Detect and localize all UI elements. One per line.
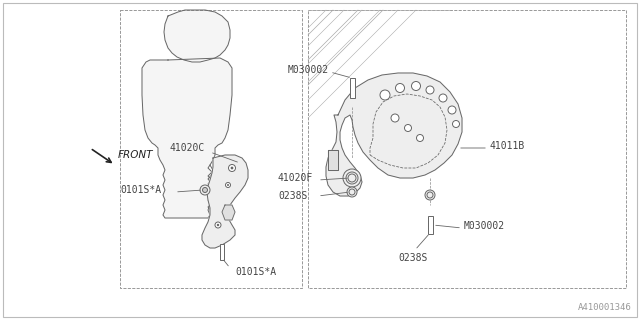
- Circle shape: [227, 184, 229, 186]
- Circle shape: [391, 114, 399, 122]
- Text: 0238S: 0238S: [278, 191, 307, 201]
- Circle shape: [404, 124, 412, 132]
- Circle shape: [230, 167, 234, 169]
- Polygon shape: [222, 205, 235, 220]
- Circle shape: [380, 90, 390, 100]
- Text: 0101S*A: 0101S*A: [120, 185, 161, 195]
- Polygon shape: [326, 73, 462, 196]
- Bar: [220, 244, 224, 260]
- Circle shape: [448, 106, 456, 114]
- Circle shape: [217, 224, 219, 226]
- Circle shape: [427, 192, 433, 198]
- Circle shape: [202, 188, 207, 193]
- Circle shape: [348, 174, 356, 182]
- Circle shape: [396, 84, 404, 92]
- Bar: [428, 216, 433, 234]
- Bar: [308, 10, 626, 288]
- Circle shape: [200, 185, 210, 195]
- Polygon shape: [202, 155, 248, 248]
- Circle shape: [228, 164, 236, 172]
- Polygon shape: [142, 58, 232, 218]
- Circle shape: [439, 94, 447, 102]
- Text: FRONT: FRONT: [118, 150, 154, 160]
- Circle shape: [412, 82, 420, 91]
- Circle shape: [347, 187, 357, 197]
- Text: 0101S*A: 0101S*A: [235, 267, 276, 277]
- Circle shape: [452, 121, 460, 127]
- Text: 41011B: 41011B: [490, 141, 525, 151]
- Bar: [349, 78, 355, 98]
- Polygon shape: [328, 150, 338, 170]
- Circle shape: [346, 172, 358, 184]
- Text: A410001346: A410001346: [579, 303, 632, 312]
- Text: 41020C: 41020C: [170, 143, 205, 153]
- Circle shape: [349, 189, 355, 195]
- Text: 41020F: 41020F: [278, 173, 313, 183]
- Text: M030002: M030002: [288, 65, 329, 75]
- Polygon shape: [164, 10, 230, 62]
- Circle shape: [225, 182, 230, 188]
- Bar: [120, 10, 302, 288]
- Text: 0238S: 0238S: [398, 253, 428, 263]
- Circle shape: [215, 222, 221, 228]
- Text: M030002: M030002: [464, 221, 505, 231]
- Circle shape: [343, 169, 361, 187]
- Circle shape: [426, 86, 434, 94]
- Circle shape: [425, 190, 435, 200]
- Circle shape: [417, 134, 424, 141]
